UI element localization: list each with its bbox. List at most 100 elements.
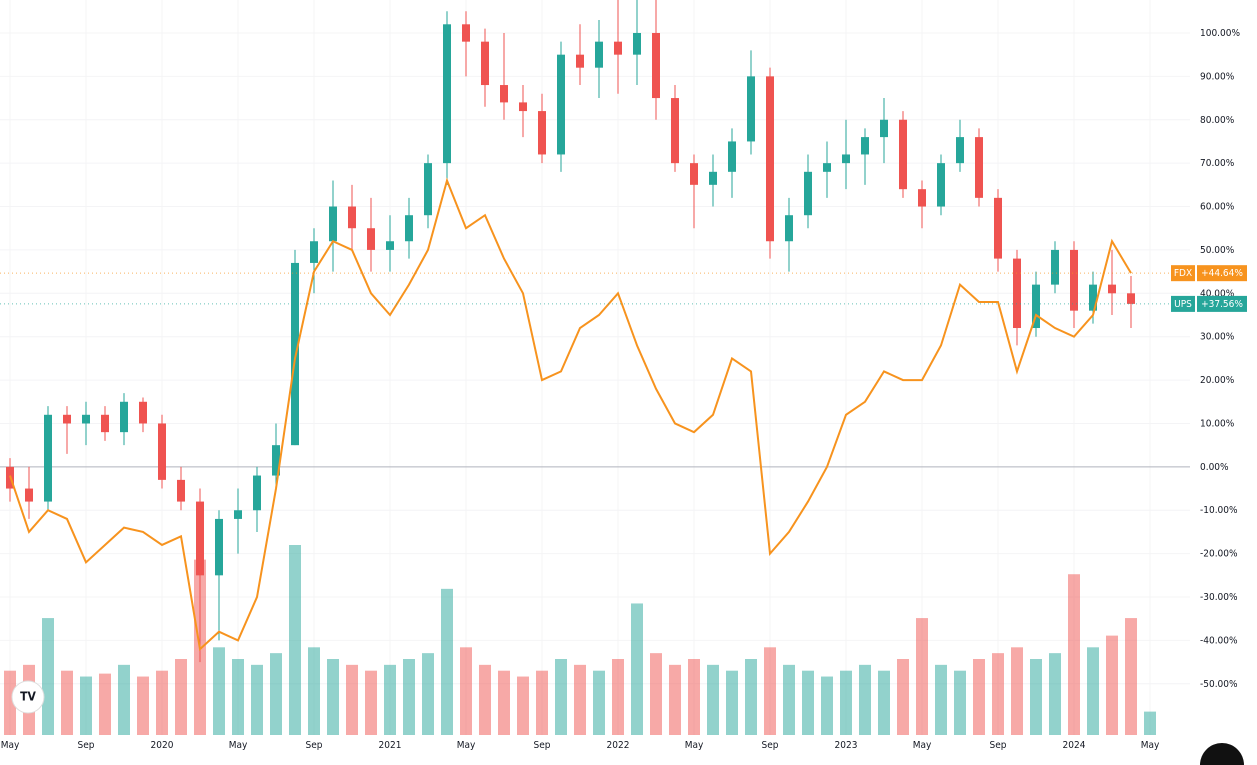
candle-body xyxy=(424,163,432,216)
corner-button[interactable] xyxy=(1200,743,1244,765)
svg-text:TV: TV xyxy=(20,690,36,704)
candle-body xyxy=(101,414,109,433)
candle-body xyxy=(975,137,983,198)
candle-body xyxy=(63,414,71,424)
volume-bar xyxy=(327,659,339,735)
y-tick-label: 50.00% xyxy=(1200,245,1235,256)
x-tick-label: 2024 xyxy=(1063,740,1086,751)
volume-bar xyxy=(498,670,510,735)
x-tick-label: Sep xyxy=(78,740,95,751)
candle-body xyxy=(804,171,812,216)
candle-body xyxy=(709,171,717,185)
candle-body xyxy=(785,215,793,242)
line-series xyxy=(9,177,1132,652)
candle-body xyxy=(386,241,394,250)
y-tick-label: -50.00% xyxy=(1200,679,1238,690)
x-tick-label: Sep xyxy=(762,740,779,751)
volume-bar xyxy=(232,659,244,735)
x-tick-label: Sep xyxy=(990,740,1007,751)
volume-bar xyxy=(802,670,814,735)
volume-bar xyxy=(441,588,453,735)
volume-bar xyxy=(517,676,529,735)
volume-bar xyxy=(536,670,548,735)
volume-bar xyxy=(1087,647,1099,735)
volume-bar xyxy=(1068,574,1080,735)
volume-bar xyxy=(289,545,301,735)
volume-bar xyxy=(726,670,738,735)
volume-bar xyxy=(156,670,168,735)
candle-body xyxy=(671,98,679,164)
price-badge: FDX +44.64% xyxy=(1171,265,1247,282)
volume-bar xyxy=(137,676,149,735)
candle-body xyxy=(462,24,470,42)
y-tick-label: -20.00% xyxy=(1200,549,1238,560)
candle-body xyxy=(348,206,356,229)
candle-body xyxy=(215,518,223,576)
volume-bar xyxy=(897,659,909,735)
candle-body xyxy=(1089,284,1097,311)
volume-bar xyxy=(1030,659,1042,735)
y-tick-label: 80.00% xyxy=(1200,115,1235,126)
volume-bar xyxy=(213,647,225,735)
y-tick-label: 0.00% xyxy=(1200,462,1229,473)
badge-name: UPS xyxy=(1174,299,1192,310)
volume-bar xyxy=(973,659,985,735)
volume-bar xyxy=(118,664,130,735)
volume-bar xyxy=(764,647,776,735)
badge-value: +44.64% xyxy=(1201,268,1243,279)
volume-bar xyxy=(308,647,320,735)
candle-body xyxy=(44,414,52,502)
volume-bar xyxy=(270,653,282,735)
candle-body xyxy=(253,475,261,511)
badge-value-bg xyxy=(1197,265,1247,282)
candle-body xyxy=(481,41,489,86)
y-tick-label: -40.00% xyxy=(1200,635,1238,646)
candle-body xyxy=(861,137,869,155)
volume-bar xyxy=(1125,618,1137,735)
candle-body xyxy=(937,163,945,207)
x-tick-label: Sep xyxy=(534,740,551,751)
volume-bar xyxy=(992,653,1004,735)
volume-bar xyxy=(479,664,491,735)
candle-body xyxy=(633,32,641,55)
candle-body xyxy=(1108,284,1116,294)
volume-bar xyxy=(669,664,681,735)
x-tick-label: Sep xyxy=(306,740,323,751)
x-tick-label: May xyxy=(685,740,704,751)
volume-bar xyxy=(1049,653,1061,735)
volume-bar xyxy=(707,664,719,735)
candle-body xyxy=(1127,293,1135,304)
volume-bar xyxy=(80,676,92,735)
volume-bar xyxy=(175,659,187,735)
volume-bar xyxy=(4,670,16,735)
candle-body xyxy=(614,41,622,55)
volume-bar xyxy=(384,664,396,735)
volume-bar xyxy=(650,653,662,735)
candle-body xyxy=(918,189,926,207)
candle-body xyxy=(652,32,660,99)
volume-bar xyxy=(346,664,358,735)
volume-bar xyxy=(878,670,890,735)
candle-body xyxy=(1032,284,1040,329)
volume-bar xyxy=(460,647,472,735)
y-tick-label: 10.00% xyxy=(1200,418,1235,429)
x-tick-label: 2023 xyxy=(835,740,858,751)
candle-body xyxy=(500,85,508,103)
volume-bar xyxy=(422,653,434,735)
volume-bar xyxy=(783,664,795,735)
x-tick-label: May xyxy=(1,740,20,751)
candle-body xyxy=(177,479,185,502)
volume-bar xyxy=(593,670,605,735)
y-tick-label: 90.00% xyxy=(1200,71,1235,82)
volume-bar xyxy=(935,664,947,735)
candle-body xyxy=(234,510,242,519)
candle-body xyxy=(405,215,413,242)
candle-body xyxy=(443,24,451,164)
candle-body xyxy=(272,445,280,476)
volume-bar xyxy=(859,664,871,735)
badge-name: FDX xyxy=(1174,268,1192,279)
volume-bar xyxy=(365,670,377,735)
candle-body xyxy=(120,401,128,433)
y-tick-label: 30.00% xyxy=(1200,332,1235,343)
